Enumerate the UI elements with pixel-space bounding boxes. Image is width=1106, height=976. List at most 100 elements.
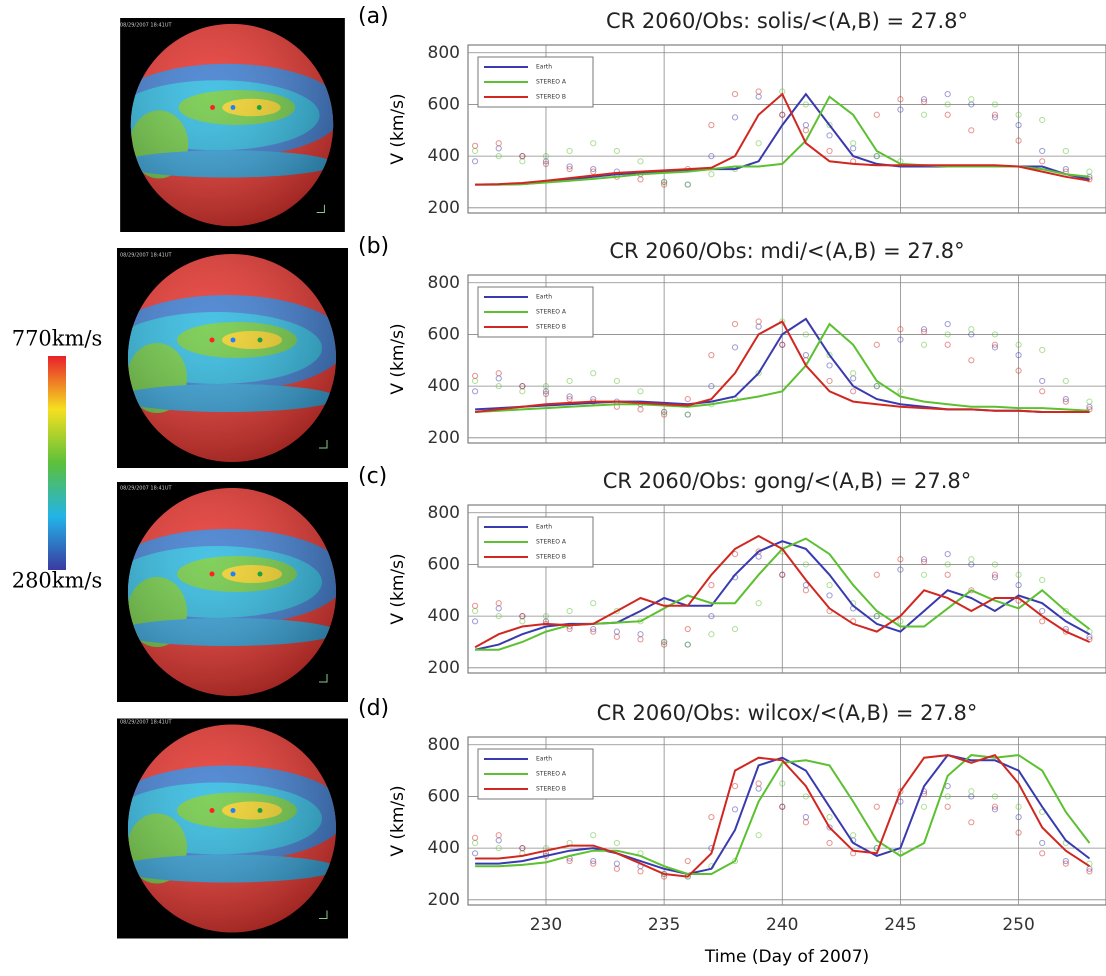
- image-timestamp: 08/29/2007 18:41UT: [120, 253, 172, 259]
- observed-point: [897, 798, 904, 805]
- observed-point: [944, 331, 951, 338]
- chart-title: CR 2060/Obs: mdi/<(A,B) = 27.8°: [609, 239, 964, 263]
- observed-point: [542, 153, 550, 160]
- y-tick-label: 800: [428, 273, 460, 293]
- y-axis-label: V (km/s): [388, 785, 408, 856]
- observed-point: [897, 556, 904, 563]
- observed-point: [826, 582, 833, 589]
- observed-point: [708, 631, 715, 638]
- observed-point: [1062, 857, 1069, 865]
- observed-point: [1062, 395, 1069, 403]
- observed-point: [661, 178, 668, 186]
- observed-point: [802, 101, 810, 108]
- observed-point: [1039, 839, 1046, 847]
- observed-point: [471, 618, 479, 625]
- observed-point: [495, 613, 502, 620]
- observed-point: [920, 558, 928, 565]
- observed-point: [826, 362, 833, 369]
- observed-point: [968, 788, 975, 795]
- observed-point: [897, 106, 904, 113]
- observed-point: [566, 393, 573, 400]
- y-tick-label: 400: [428, 376, 460, 396]
- observed-point: [566, 377, 573, 385]
- observed-point: [708, 814, 715, 821]
- observed-point: [495, 153, 502, 160]
- observed-point: [826, 132, 833, 139]
- legend-label: STEREO B: [536, 786, 566, 793]
- observed-point: [590, 165, 597, 173]
- observed-point: [1015, 571, 1022, 578]
- observed-point: [590, 628, 597, 635]
- observed-point: [661, 408, 668, 416]
- observed-point: [495, 600, 502, 607]
- observed-point: [590, 860, 597, 867]
- legend-label: Earth: [536, 294, 552, 301]
- observed-point: [826, 824, 833, 831]
- observed-point: [637, 388, 644, 395]
- legend-label: Earth: [536, 64, 552, 71]
- observed-point: [471, 142, 479, 149]
- y-tick-label: 800: [428, 43, 460, 63]
- observed-point: [1015, 803, 1022, 810]
- observed-point: [991, 341, 999, 348]
- chart-title: CR 2060/Obs: wilcox/<(A,B) = 27.8°: [597, 701, 978, 725]
- observed-point: [897, 336, 904, 343]
- observed-point: [1039, 116, 1046, 124]
- observed-point: [708, 352, 715, 359]
- observed-point: [684, 625, 691, 633]
- observed-point: [802, 819, 810, 826]
- observed-point: [708, 153, 715, 160]
- model-line: [475, 322, 1090, 413]
- chart-title: CR 2060/Obs: gong/<(A,B) = 27.8°: [603, 469, 972, 493]
- observed-point: [944, 321, 951, 328]
- observed-point: [1062, 165, 1069, 173]
- chart-title: CR 2060/Obs: solis/<(A,B) = 27.8°: [606, 9, 968, 33]
- observed-point: [920, 803, 928, 810]
- observed-point: [779, 318, 786, 325]
- observed-point: [708, 582, 715, 589]
- observed-point: [519, 383, 526, 390]
- observed-point: [873, 111, 880, 118]
- x-tick-label: 235: [648, 915, 680, 935]
- observed-point: [779, 111, 786, 118]
- observed-point: [731, 321, 739, 328]
- observed-point: [944, 571, 951, 578]
- observed-point: [968, 587, 975, 594]
- y-tick-label: 800: [428, 503, 460, 523]
- panel-label: (d): [358, 696, 389, 721]
- observed-point: [920, 556, 928, 563]
- observed-point: [661, 641, 668, 648]
- observed-point: [920, 98, 928, 105]
- observed-point: [519, 153, 526, 160]
- model-line: [475, 753, 1091, 878]
- observed-point: [755, 318, 762, 325]
- panel-label: (c): [358, 464, 387, 489]
- observed-point: [566, 625, 573, 633]
- observed-point: [826, 839, 833, 847]
- observed-point: [897, 96, 904, 103]
- observed-point: [873, 153, 880, 160]
- observed-point: [944, 91, 951, 98]
- colorbar-max-label: 770km/s: [12, 327, 103, 351]
- observed-point: [1015, 829, 1022, 836]
- x-tick-label: 230: [530, 915, 562, 935]
- observed-point: [850, 832, 857, 839]
- observed-point: [897, 388, 904, 395]
- observed-point: [708, 383, 715, 390]
- panel-label: (b): [358, 234, 389, 259]
- observed-point: [566, 165, 573, 173]
- y-tick-label: 600: [428, 94, 460, 114]
- observed-point: [1062, 147, 1069, 155]
- image-timestamp: 08/29/2007 18:41UT: [120, 720, 172, 726]
- y-tick-label: 400: [428, 606, 460, 626]
- observed-point: [968, 357, 975, 364]
- observed-point: [731, 344, 739, 351]
- observed-point: [802, 793, 810, 800]
- y-tick-label: 200: [428, 890, 460, 910]
- observed-point: [495, 845, 502, 852]
- observed-point: [661, 181, 668, 188]
- observed-point: [613, 147, 620, 155]
- observed-point: [755, 548, 762, 555]
- observed-point: [566, 147, 573, 155]
